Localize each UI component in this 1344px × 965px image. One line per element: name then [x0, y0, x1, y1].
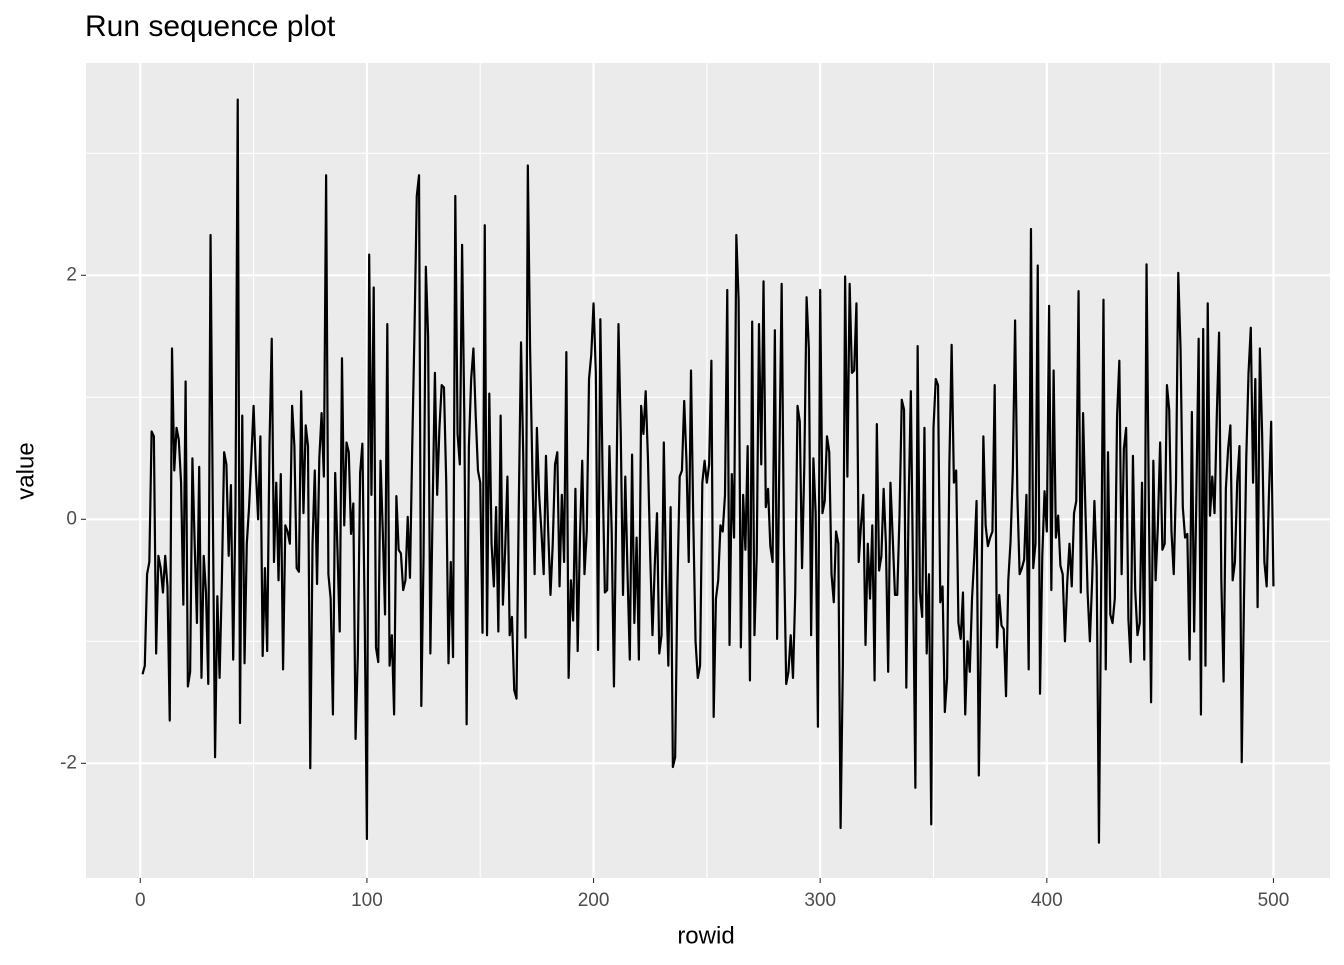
x-tick-label: 0: [135, 890, 146, 911]
chart-title: Run sequence plot: [85, 10, 336, 43]
y-tick-label: 2: [66, 264, 77, 285]
x-tick-label: 300: [804, 890, 836, 911]
x-tick-label: 200: [578, 890, 610, 911]
y-tick-label: -2: [60, 752, 77, 773]
x-tick-label: 500: [1258, 890, 1290, 911]
x-tick-label: 400: [1031, 890, 1063, 911]
data-line: [141, 98, 1275, 844]
x-axis-title: rowid: [677, 922, 734, 949]
y-tick-label: 0: [66, 508, 77, 529]
x-tick-label: 100: [351, 890, 383, 911]
y-axis-title: value: [12, 442, 39, 499]
